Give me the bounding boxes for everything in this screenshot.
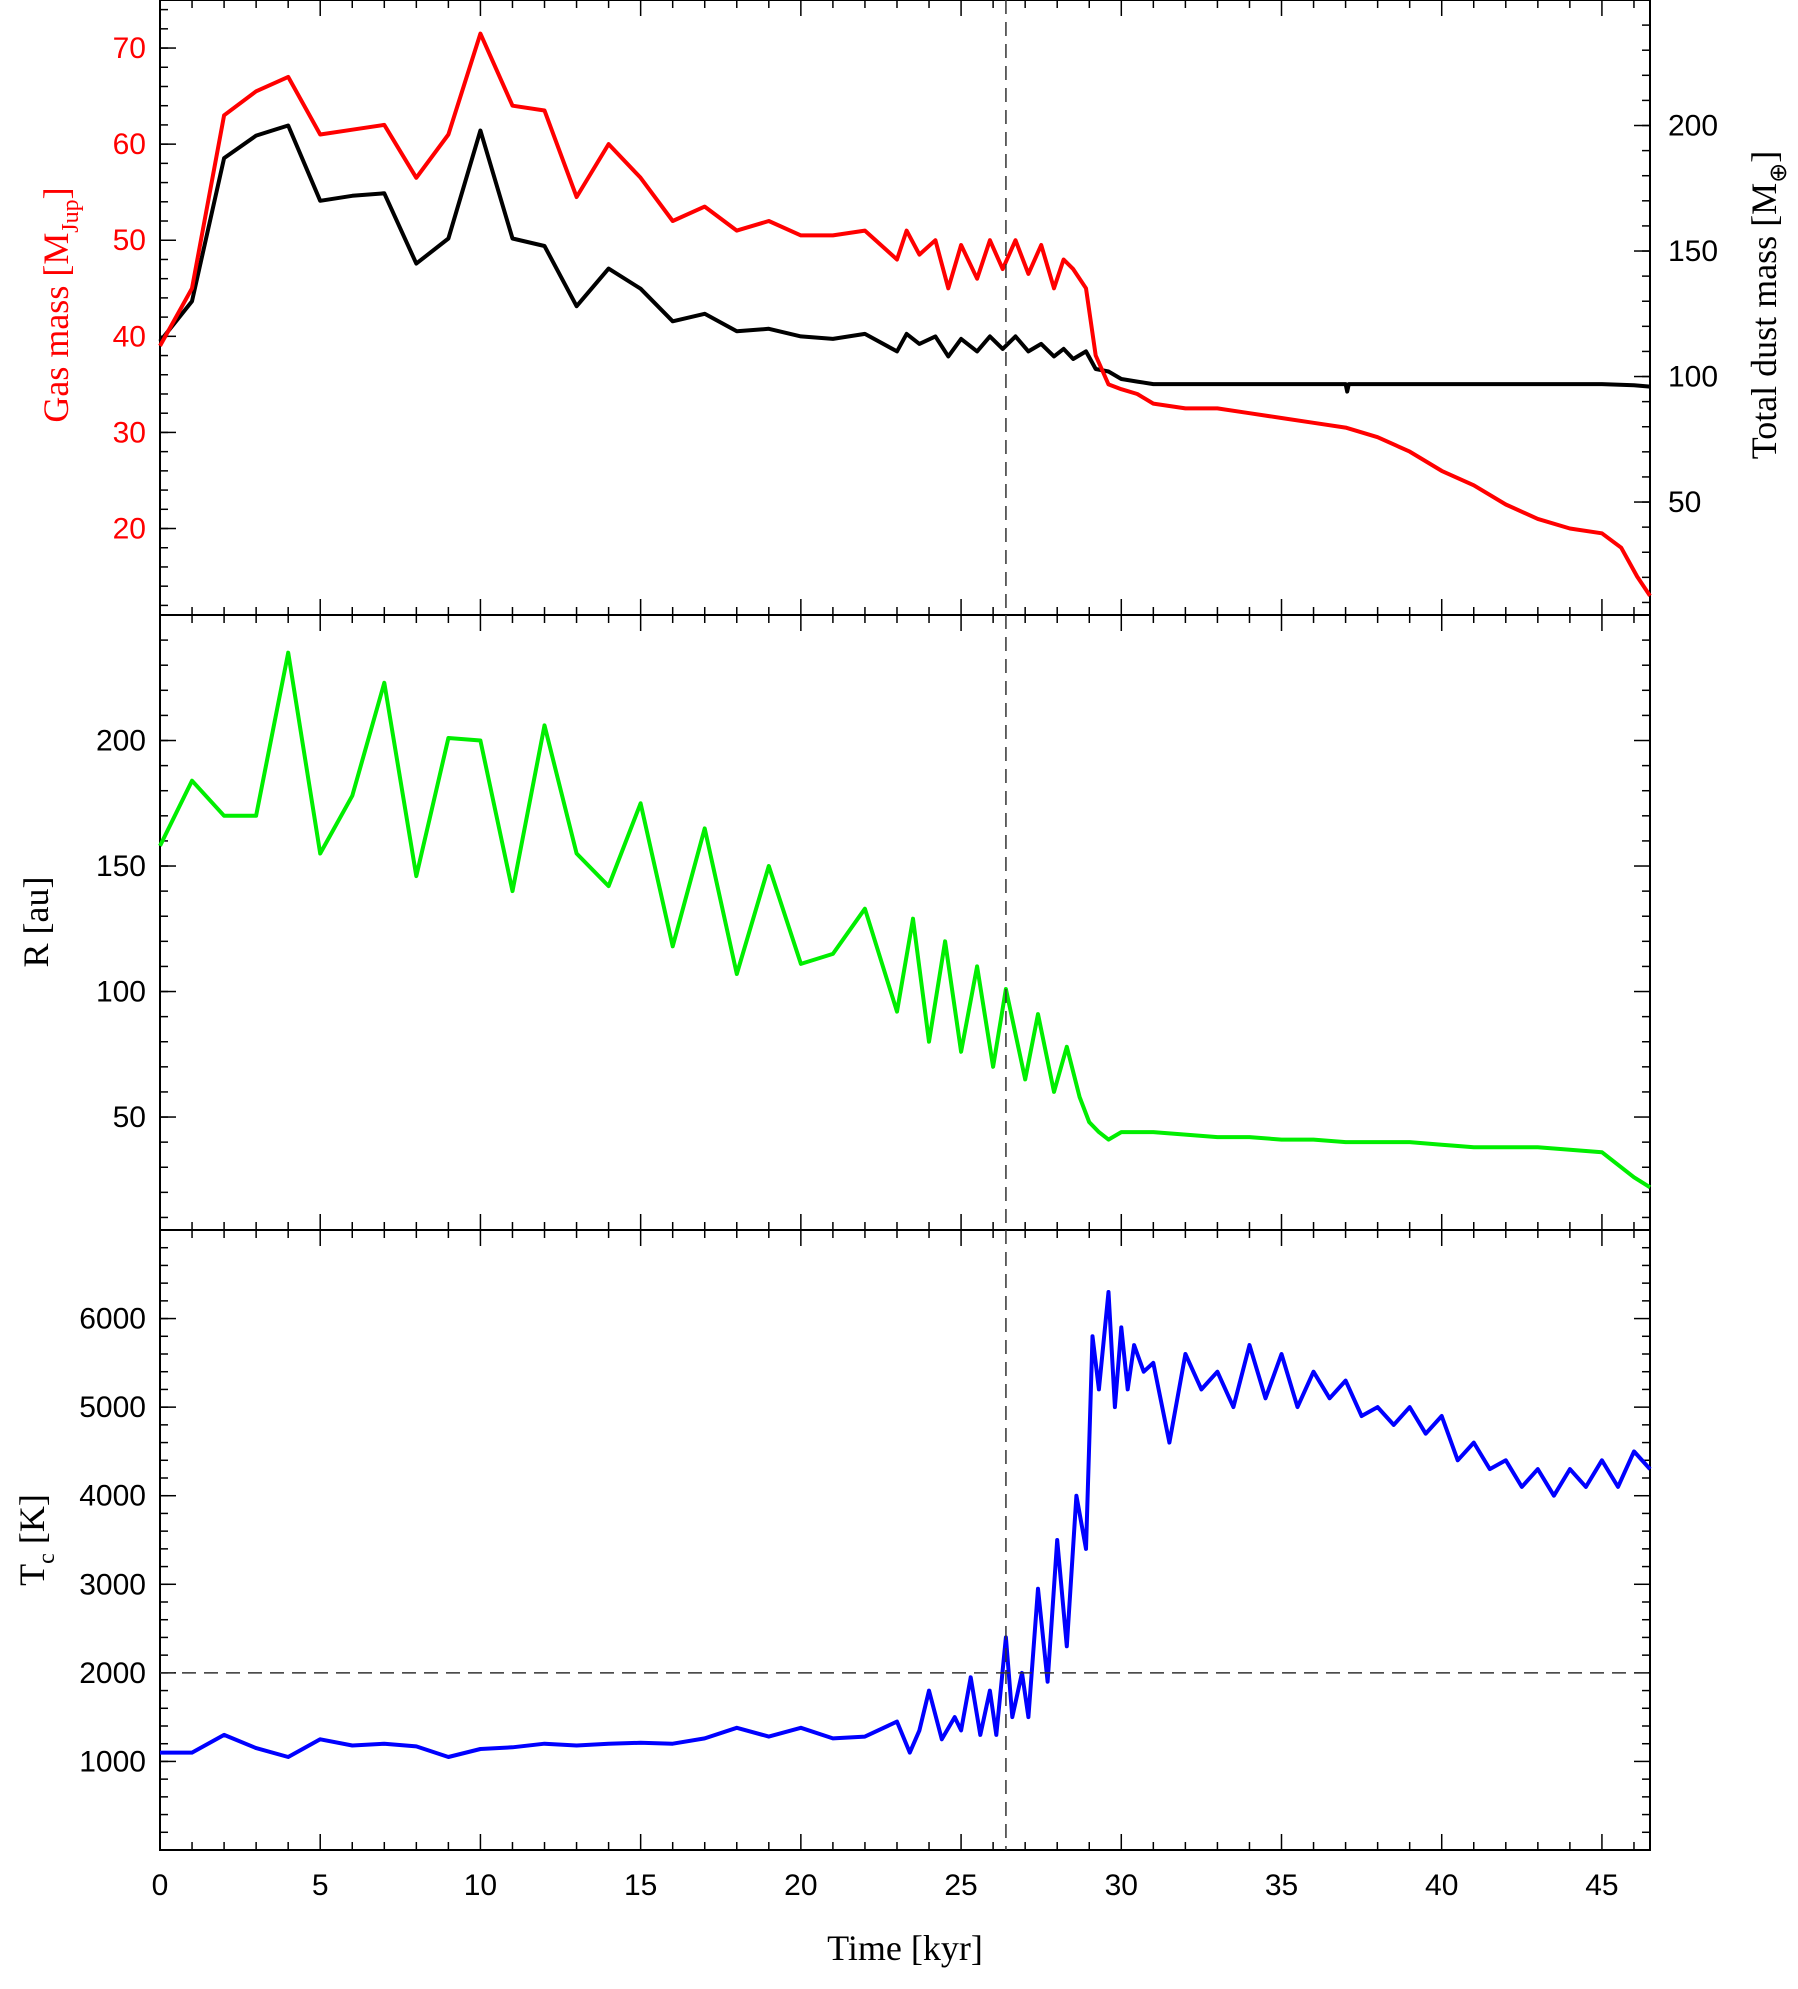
series-bottom [160, 1290, 1652, 1759]
series-middle [158, 650, 1652, 1189]
y-tick-label: 4000 [79, 1480, 146, 1513]
y-tick-label: 100 [1668, 361, 1718, 394]
y-tick-label: 5000 [79, 1391, 146, 1424]
panel-central-temperature: 1000 2000 3000 4000 5000 6000 Tc [K] [12, 1229, 1652, 1851]
y-tick-label: 200 [96, 725, 146, 758]
x-tick-label: 30 [1105, 1869, 1138, 1902]
vline-bottom [160, 1230, 1650, 1850]
central-temperature-line [160, 1290, 1652, 1759]
y-tick-label: 200 [1668, 110, 1718, 143]
x-tick-label: 40 [1425, 1869, 1458, 1902]
left-axis-label: Gas mass [MJup] [36, 187, 84, 422]
y-tick-label: 40 [113, 320, 146, 353]
x-tick-label: 20 [784, 1869, 817, 1902]
temperature-axis-label: Tc [K] [12, 1494, 60, 1586]
ticks-middle: 50 100 150 200 [96, 614, 1650, 1230]
y-tick-label: 30 [113, 416, 146, 449]
x-tick-label: 15 [624, 1869, 657, 1902]
y-tick-label: 20 [113, 513, 146, 546]
x-tick-label: 25 [944, 1869, 977, 1902]
y-tick-label: 1000 [79, 1745, 146, 1778]
ticks-bottom: 1000 2000 3000 4000 5000 6000 [79, 1229, 1650, 1851]
x-axis-label: Time [kyr] [827, 1928, 983, 1968]
x-tick-label: 35 [1265, 1869, 1298, 1902]
y-tick-label: 2000 [79, 1657, 146, 1690]
y-tick-label: 50 [113, 1101, 146, 1134]
y-tick-label: 50 [1668, 486, 1701, 519]
radius-line [158, 650, 1652, 1189]
y-tick-label: 70 [113, 32, 146, 65]
y-tick-label: 3000 [79, 1568, 146, 1601]
x-tick-label: 0 [152, 1869, 169, 1902]
panel-radius: 50 100 150 200 R [au] [16, 614, 1652, 1231]
gas-mass-line [158, 31, 1652, 597]
right-axis-label: Total dust mass [M⊕] [1744, 151, 1792, 460]
ticks-top: 20 30 40 50 60 70 50 100 150 200 [113, 0, 1718, 615]
x-tick-label: 5 [312, 1869, 329, 1902]
radius-axis-label: R [au] [16, 877, 56, 968]
y-tick-label: 150 [96, 850, 146, 883]
x-tick-label: 45 [1585, 1869, 1618, 1902]
y-tick-label: 150 [1668, 235, 1718, 268]
dust-mass-line [158, 123, 1651, 394]
y-tick-label: 50 [113, 224, 146, 257]
y-tick-label: 6000 [79, 1303, 146, 1336]
x-tick-label: 10 [464, 1869, 497, 1902]
series-top [158, 31, 1652, 597]
y-tick-label: 60 [113, 128, 146, 161]
x-tick-labels: 0 5 10 15 20 25 30 35 40 45 [152, 1869, 1619, 1902]
y-tick-label: 100 [96, 976, 146, 1009]
plot-frame-bottom [159, 1229, 1651, 1851]
